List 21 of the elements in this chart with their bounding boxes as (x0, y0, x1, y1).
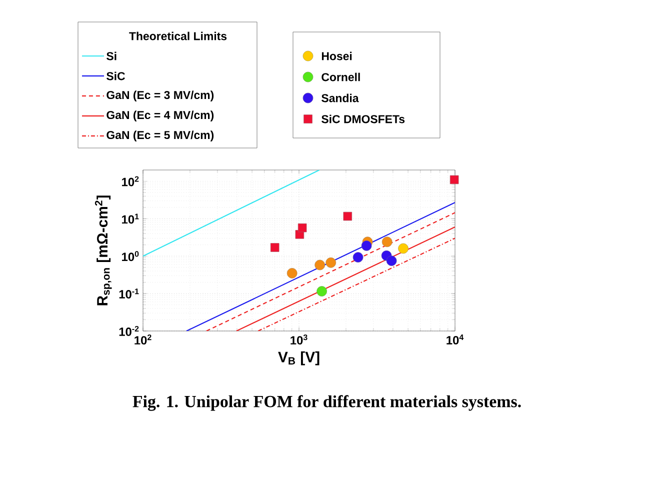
legend-label: GaN (Ec = 5 MV/cm) (106, 130, 214, 142)
legend-label: Sandia (322, 94, 359, 102)
x-tick-label: 10$^{3}$ (290, 334, 308, 345)
x-axis-title: V$_{B}$ [V] (278, 351, 320, 366)
y-tick-label: 10$^{0}$ (122, 251, 139, 262)
y-tick-label: 10$^{2}$ (122, 176, 139, 186)
x-tick-label: 10$^{2}$ (134, 334, 152, 345)
x-tick-label: 10$^{4}$ (446, 334, 464, 344)
legend-label: GaN (Ec = 3 MV/cm) (106, 90, 214, 102)
y-tick-label: 10$^{-2}$ (119, 326, 139, 336)
y-axis-title: R$_{sp,on}$ [mΩ-cm$^{2}$] (94, 196, 112, 306)
caption: Fig. 1. Unipolar FOM for different materials systems. (132, 395, 521, 411)
legend-label: Hosei (322, 52, 352, 60)
legend-title: Theoretical Limits (129, 32, 227, 40)
legend-label: SiC (106, 72, 125, 80)
legend-label: Si (106, 52, 116, 60)
legend-label: SiC DMOSFETs (322, 114, 405, 124)
legend-label: Cornell (322, 72, 360, 82)
y-tick-label: 10$^{1}$ (122, 214, 139, 224)
legend-label: GaN (Ec = 4 MV/cm) (106, 110, 214, 122)
y-tick-label: 10$^{-1}$ (119, 288, 139, 299)
